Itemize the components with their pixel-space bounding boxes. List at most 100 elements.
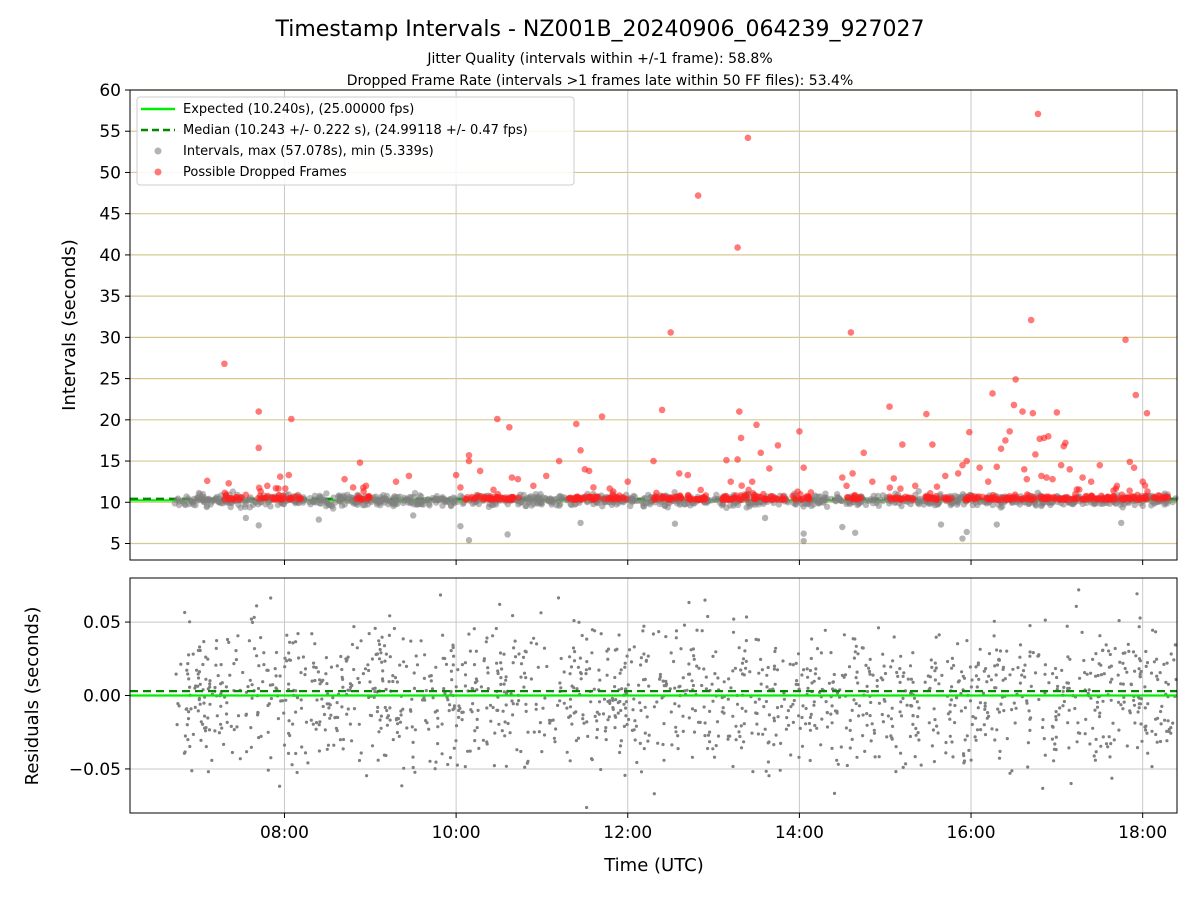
- dropped-frame-point: [839, 474, 846, 481]
- residual-point: [750, 731, 754, 735]
- residual-point: [1099, 673, 1103, 677]
- residual-point: [246, 685, 250, 689]
- residual-point: [339, 654, 343, 659]
- residual-point: [948, 703, 952, 707]
- interval-point: [800, 530, 807, 537]
- residual-point: [456, 668, 460, 672]
- residual-point: [624, 700, 629, 704]
- interval-point: [839, 523, 846, 531]
- residual-point: [441, 656, 445, 660]
- residual-point: [208, 679, 212, 683]
- interval-point: [755, 501, 762, 508]
- residual-point: [368, 713, 372, 717]
- residual-point: [1068, 657, 1072, 661]
- residual-point: [860, 646, 864, 650]
- residual-point: [772, 667, 777, 671]
- residual-point: [422, 696, 426, 700]
- dropped-frame-point: [572, 420, 580, 428]
- interval-point: [246, 496, 253, 503]
- residual-point: [359, 751, 363, 755]
- residual-point: [1132, 703, 1137, 707]
- residual-point: [970, 722, 974, 727]
- residual-point: [603, 729, 608, 733]
- residual-point: [1054, 718, 1058, 722]
- residual-point: [898, 680, 902, 685]
- residual-point: [856, 681, 860, 685]
- residual-point: [674, 636, 678, 640]
- legend-dropped-label: Possible Dropped Frames: [183, 165, 347, 180]
- residual-point: [572, 711, 576, 715]
- residual-point: [899, 714, 904, 718]
- residual-point: [974, 738, 978, 742]
- residual-point: [672, 659, 676, 664]
- residual-point: [198, 702, 202, 706]
- residual-point: [345, 712, 349, 716]
- residual-point: [742, 740, 746, 744]
- residual-point: [568, 672, 572, 676]
- residual-point: [207, 728, 212, 732]
- residual-point: [692, 657, 696, 661]
- residual-point: [661, 679, 665, 683]
- dropped-frame-point: [658, 495, 665, 502]
- residual-point: [388, 718, 392, 722]
- residual-point: [314, 666, 318, 670]
- residual-point: [463, 765, 467, 769]
- residual-point: [1084, 717, 1088, 722]
- residual-point: [1066, 686, 1070, 691]
- residuals-y-tick-label: 0.05: [83, 613, 121, 633]
- residual-point: [739, 668, 743, 672]
- residual-point: [341, 737, 346, 742]
- residual-point: [314, 721, 319, 725]
- residual-point: [608, 699, 612, 703]
- residual-point: [562, 670, 566, 674]
- residual-point: [646, 739, 650, 743]
- residual-point: [213, 685, 217, 690]
- residual-point: [526, 730, 530, 734]
- residual-point: [400, 784, 404, 788]
- residual-point: [901, 674, 905, 679]
- residual-point: [618, 671, 622, 675]
- dropped-frame-point: [753, 421, 760, 429]
- dropped-frame-point: [222, 493, 230, 501]
- residual-point: [772, 719, 777, 723]
- residual-point: [1076, 731, 1080, 735]
- dropped-frame-point: [744, 134, 752, 142]
- chart-title: Timestamp Intervals - NZ001B_20240906_06…: [275, 17, 925, 42]
- residual-point: [978, 647, 982, 651]
- residual-point: [956, 680, 961, 684]
- residual-point: [383, 705, 387, 710]
- residual-point: [844, 726, 849, 730]
- interval-point: [390, 502, 397, 510]
- residual-point: [1091, 657, 1095, 662]
- interval-point: [316, 494, 323, 501]
- residual-point: [303, 667, 308, 671]
- residual-point: [804, 706, 808, 711]
- residual-point: [848, 728, 852, 733]
- residual-point: [845, 763, 849, 768]
- residual-point: [1127, 649, 1131, 654]
- residual-point: [948, 734, 952, 738]
- residual-point: [904, 762, 908, 766]
- residual-point: [595, 719, 599, 723]
- residual-point: [950, 740, 954, 744]
- residual-point: [559, 686, 563, 690]
- residual-point: [1005, 737, 1009, 741]
- residual-point: [510, 699, 514, 703]
- residual-point: [185, 723, 189, 727]
- residual-point: [219, 704, 223, 708]
- interval-point: [1117, 501, 1124, 508]
- residual-point: [579, 677, 583, 681]
- residual-point: [999, 702, 1003, 706]
- residual-point: [1086, 691, 1090, 696]
- residual-point: [473, 681, 477, 685]
- residual-point: [804, 722, 808, 726]
- residual-point: [266, 730, 270, 734]
- residual-point: [1107, 649, 1111, 653]
- residual-point: [366, 663, 370, 667]
- interval-point: [439, 502, 446, 509]
- residual-point: [379, 714, 383, 718]
- residual-point: [1056, 684, 1060, 689]
- residual-point: [325, 702, 329, 706]
- residual-point: [983, 704, 987, 708]
- residual-point: [1136, 710, 1140, 714]
